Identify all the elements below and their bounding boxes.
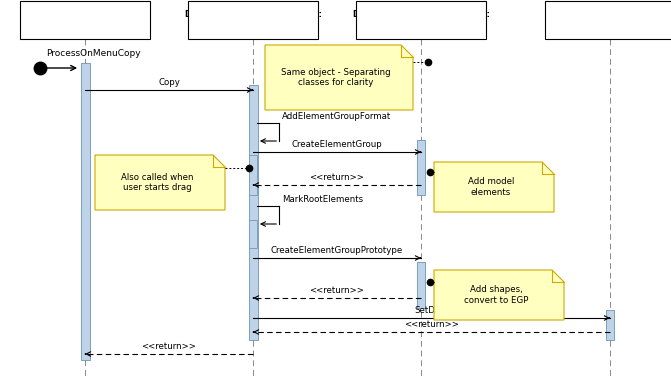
FancyBboxPatch shape <box>417 262 425 308</box>
Polygon shape <box>265 45 413 110</box>
FancyBboxPatch shape <box>356 1 486 39</box>
Text: CreateElementGroup: CreateElementGroup <box>292 140 382 149</box>
Text: MarkRootElements: MarkRootElements <box>282 195 363 204</box>
Text: DslPackage.ClipBoard
CommandSet: DslPackage.ClipBoard CommandSet <box>39 10 131 30</box>
Text: DocView.ElementOperations:
MyElementOperations: DocView.ElementOperations: MyElementOper… <box>352 10 490 30</box>
Text: AddElementGroupFormat: AddElementGroupFormat <box>282 112 391 121</box>
Text: CreateElementGroupPrototype: CreateElementGroupPrototype <box>271 246 403 255</box>
FancyBboxPatch shape <box>20 1 150 39</box>
Polygon shape <box>434 270 564 320</box>
Polygon shape <box>434 162 554 212</box>
FancyBboxPatch shape <box>249 220 257 248</box>
Text: Copy: Copy <box>158 78 180 87</box>
Polygon shape <box>95 155 225 210</box>
Text: <<return>>: <<return>> <box>404 320 459 329</box>
FancyBboxPatch shape <box>248 85 258 340</box>
Text: Add model
elements: Add model elements <box>468 177 514 197</box>
FancyBboxPatch shape <box>81 63 89 360</box>
FancyBboxPatch shape <box>188 1 318 39</box>
FancyBboxPatch shape <box>545 1 671 39</box>
Text: data : IDataObject: data : IDataObject <box>572 15 648 24</box>
Text: Also called when
user starts drag: Also called when user starts drag <box>121 173 193 192</box>
Text: Same object - Separating
classes for clarity: Same object - Separating classes for cla… <box>281 68 391 87</box>
Text: <<return>>: <<return>> <box>142 342 197 351</box>
Text: Add shapes,
convert to EGP: Add shapes, convert to EGP <box>464 285 528 305</box>
FancyBboxPatch shape <box>249 155 257 195</box>
FancyBboxPatch shape <box>606 310 614 340</box>
Text: DocView.ElementOperations:
ElementOperations: DocView.ElementOperations: ElementOperat… <box>184 10 322 30</box>
Text: <<return>>: <<return>> <box>309 173 364 182</box>
Text: <<return>>: <<return>> <box>309 286 364 295</box>
FancyBboxPatch shape <box>417 140 425 195</box>
Text: ProcessOnMenuCopy: ProcessOnMenuCopy <box>46 49 141 58</box>
Text: SetData: SetData <box>414 306 449 315</box>
